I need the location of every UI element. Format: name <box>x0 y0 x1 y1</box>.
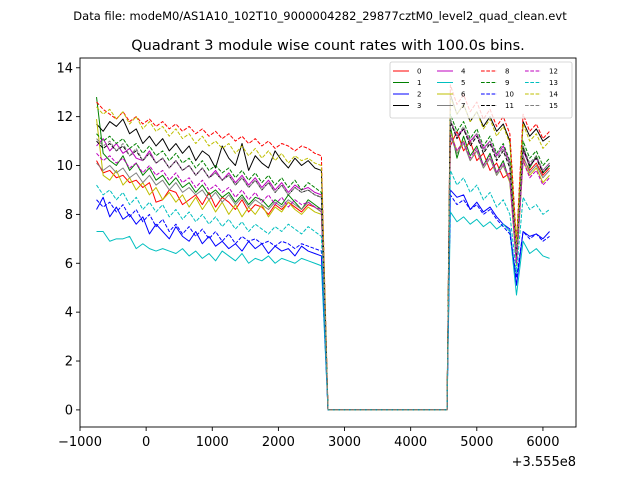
y-tick-label: 8 <box>65 208 73 223</box>
x-tick-label: 4000 <box>394 435 427 450</box>
legend-label-4: 4 <box>461 68 466 76</box>
plot-frame <box>79 57 577 428</box>
legend-label-14: 14 <box>549 91 558 99</box>
x-tick-label: −1000 <box>58 435 102 450</box>
y-tick-label: 2 <box>65 355 73 370</box>
series-line-3 <box>96 94 550 411</box>
y-tick-label: 10 <box>56 159 73 174</box>
series-line-14 <box>96 96 550 411</box>
series-line-10 <box>96 194 550 411</box>
series-line-7 <box>96 135 550 411</box>
series-line-15 <box>96 118 550 411</box>
x-tick-label: 2000 <box>262 435 295 450</box>
series-line-11 <box>96 121 550 411</box>
figure-suptitle: Data file: modeM0/AS1A10_102T10_90000042… <box>73 9 567 23</box>
legend-label-11: 11 <box>505 102 514 110</box>
legend-label-2: 2 <box>417 91 421 99</box>
series-line-12 <box>96 133 550 411</box>
y-axis: 0 2 4 6 8 10 12 14 <box>56 61 80 418</box>
x-axis: −1000 0 1000 2000 3000 4000 5000 6000 <box>58 427 559 450</box>
legend-label-0: 0 <box>417 68 421 76</box>
chart-title: Quadrant 3 module wise count rates with … <box>131 38 525 54</box>
y-tick-label: 6 <box>65 257 73 272</box>
y-tick-label: 4 <box>65 306 73 321</box>
y-tick-label: 12 <box>56 110 73 125</box>
x-tick-label: 3000 <box>328 435 361 450</box>
legend-label-9: 9 <box>505 79 509 87</box>
legend-label-5: 5 <box>461 79 465 87</box>
legend-frame <box>389 61 573 119</box>
legend-label-7: 7 <box>461 102 465 110</box>
x-tick-label: 6000 <box>526 435 559 450</box>
series-line-2 <box>96 189 550 411</box>
x-tick-label: 1000 <box>196 435 229 450</box>
legend-label-6: 6 <box>461 91 466 99</box>
series-line-5 <box>96 211 550 411</box>
series-layer <box>96 84 550 411</box>
y-tick-label: 14 <box>56 61 73 76</box>
series-line-13 <box>96 169 550 411</box>
series-line-9 <box>96 113 550 411</box>
legend-label-3: 3 <box>417 102 421 110</box>
legend-label-8: 8 <box>505 68 509 76</box>
legend-label-10: 10 <box>505 91 514 99</box>
legend-label-12: 12 <box>549 68 558 76</box>
legend-label-13: 13 <box>549 79 558 87</box>
y-tick-label: 0 <box>65 403 73 418</box>
legend-label-1: 1 <box>417 79 421 87</box>
series-line-1 <box>96 97 550 411</box>
x-offset-text: +3.555e8 <box>512 455 576 470</box>
x-tick-label: 5000 <box>460 435 493 450</box>
series-line-0 <box>96 130 550 411</box>
legend-label-15: 15 <box>549 102 558 110</box>
plot-area-background <box>80 58 576 427</box>
x-tick-label: 0 <box>142 435 150 450</box>
